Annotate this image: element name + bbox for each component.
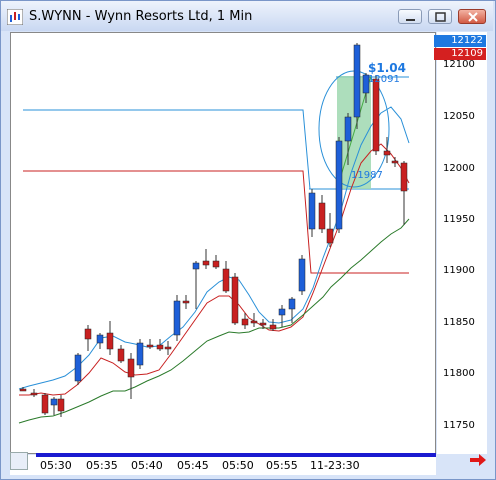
support-line [23, 170, 409, 274]
candle-down [106, 332, 114, 350]
candle-down [127, 358, 135, 378]
lower-band [18, 218, 410, 424]
trade-diagonal [336, 75, 372, 190]
price-tick: 11800 [443, 368, 475, 379]
candle-down [41, 394, 49, 414]
candle-up [353, 44, 361, 118]
candle-up [96, 334, 104, 344]
time-axis [10, 455, 436, 475]
candle-down [57, 398, 65, 412]
signal-line [19, 143, 410, 396]
time-label: 11-23:30 [310, 459, 360, 472]
resistance-line [23, 109, 311, 190]
candle-down [326, 228, 334, 244]
price-tick: 12000 [443, 163, 475, 174]
candle-down [259, 322, 267, 326]
candle-down [383, 150, 391, 156]
price-tick: 11750 [443, 420, 475, 431]
candle-down [19, 388, 27, 392]
close-button[interactable] [458, 9, 486, 24]
maximize-button[interactable] [428, 9, 452, 24]
time-label: 05:50 [222, 459, 254, 472]
candle-up [362, 74, 370, 94]
price-tick: 11900 [443, 265, 475, 276]
minimize-button[interactable] [398, 9, 422, 24]
candle-down [30, 392, 38, 396]
candle-up [173, 300, 181, 336]
time-label: 05:30 [40, 459, 72, 472]
trade-bottom-price: 11987 [351, 170, 383, 181]
candle-down [156, 344, 164, 350]
candle-down [84, 328, 92, 340]
candle-down [212, 260, 220, 268]
candle-up [288, 298, 296, 310]
candle-down [222, 268, 230, 292]
candle-up [308, 192, 316, 230]
time-label: 05:55 [266, 459, 298, 472]
price-tick: 12050 [443, 111, 475, 122]
candle-down [202, 260, 210, 266]
current-price-tag: 12122 [434, 35, 486, 47]
chart-app-icon [7, 9, 23, 25]
candle-down [400, 162, 408, 192]
candle-up [335, 140, 343, 230]
trade-top-price: 12091 [368, 74, 400, 85]
candle-down [391, 160, 399, 164]
candle-down [182, 300, 190, 304]
candles [19, 43, 408, 417]
minimize-icon [406, 19, 415, 21]
candle-down [372, 78, 380, 152]
title-bar[interactable]: S.WYNN - Wynn Resorts Ltd, 1 Min [1, 1, 493, 31]
last-price-tag: 12109 [434, 48, 486, 60]
candle-down [241, 318, 249, 326]
candle-up [192, 262, 200, 270]
close-icon [468, 12, 478, 22]
candle-down [231, 276, 239, 324]
candle-down [318, 202, 326, 230]
candle-up [298, 258, 306, 292]
scroll-right-arrow-icon[interactable] [469, 453, 487, 467]
candle-down [146, 344, 154, 348]
candle-down [117, 348, 125, 362]
scroll-thumb[interactable] [10, 452, 28, 470]
time-scroll-track[interactable] [36, 453, 436, 457]
time-label: 05:35 [86, 459, 118, 472]
time-label: 05:40 [131, 459, 163, 472]
candle-up [136, 342, 144, 366]
candle-up [344, 116, 352, 142]
candle-up [74, 354, 82, 382]
candle-down [250, 320, 258, 324]
maximize-icon [435, 12, 446, 22]
window-title: S.WYNN - Wynn Resorts Ltd, 1 Min [29, 9, 253, 24]
price-tick: 11950 [443, 214, 475, 225]
price-chart-area[interactable] [10, 32, 436, 454]
price-axis [437, 32, 487, 454]
price-tick: 11850 [443, 317, 475, 328]
candle-up [50, 398, 58, 406]
price-tick: 12100 [443, 59, 475, 70]
time-label: 05:45 [177, 459, 209, 472]
candle-up [278, 308, 286, 316]
candlestick-chart [18, 43, 410, 424]
candle-down [164, 346, 172, 350]
trade-gain-label: $1.04 [368, 61, 406, 75]
candle-down [269, 324, 277, 330]
